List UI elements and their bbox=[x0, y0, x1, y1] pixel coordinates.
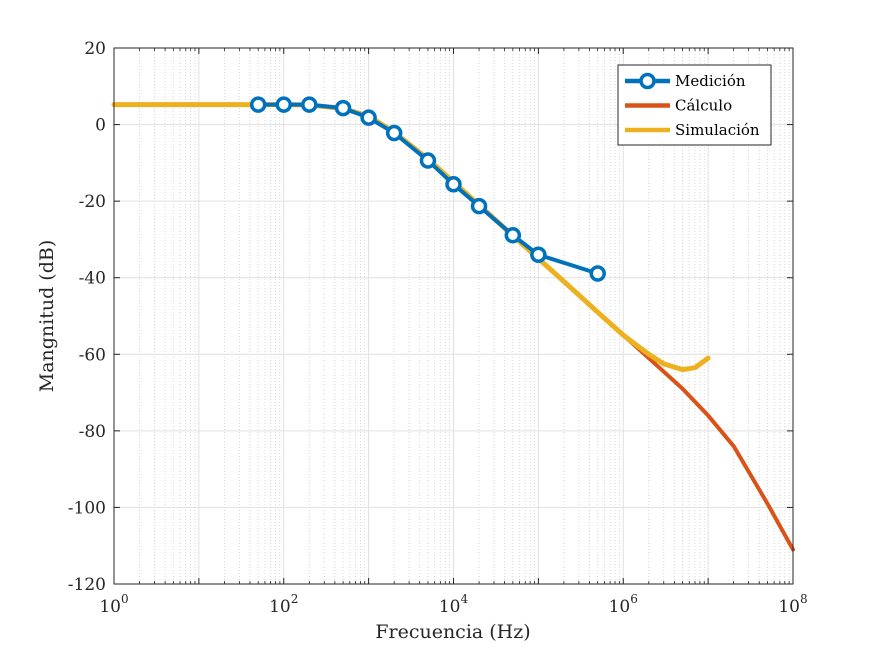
data-point bbox=[445, 176, 462, 193]
y-tick-label: -80 bbox=[79, 422, 106, 442]
y-tick-label: 0 bbox=[95, 116, 106, 136]
grid-lines bbox=[113, 47, 794, 585]
y-tick-label: 20 bbox=[84, 39, 106, 59]
y-tick-label: -20 bbox=[79, 192, 106, 212]
data-point bbox=[470, 197, 488, 215]
legend-label: Simulación bbox=[675, 121, 760, 139]
y-tick-label: -40 bbox=[79, 269, 106, 289]
data-point bbox=[360, 109, 377, 126]
data-point bbox=[249, 96, 267, 113]
y-tick-label: -60 bbox=[79, 345, 106, 365]
data-point bbox=[385, 124, 403, 142]
x-tick-label: 108 bbox=[778, 592, 807, 617]
data-point bbox=[334, 99, 352, 117]
data-point bbox=[275, 96, 292, 113]
x-tick-label: 100 bbox=[99, 592, 128, 617]
x-tick-label: 102 bbox=[269, 592, 298, 617]
data-point bbox=[419, 152, 437, 169]
x-tick-label: 106 bbox=[609, 592, 638, 617]
y-axis-label: Mangnitud (dB) bbox=[36, 240, 58, 393]
legend-label: Cálculo bbox=[675, 97, 732, 115]
data-point bbox=[589, 265, 606, 282]
legend-label: Medición bbox=[675, 72, 746, 90]
data-series bbox=[111, 96, 795, 552]
legend: Medición Cálculo Simulación bbox=[617, 64, 772, 146]
data-point bbox=[301, 96, 318, 113]
x-axis-label: Frecuencia (Hz) bbox=[375, 621, 530, 643]
y-tick-label: -120 bbox=[68, 575, 106, 595]
data-point bbox=[530, 246, 547, 263]
legend-marker bbox=[639, 72, 656, 90]
data-point bbox=[504, 226, 522, 244]
x-tick-label: 104 bbox=[439, 592, 469, 617]
y-tick-label: -100 bbox=[68, 498, 106, 518]
